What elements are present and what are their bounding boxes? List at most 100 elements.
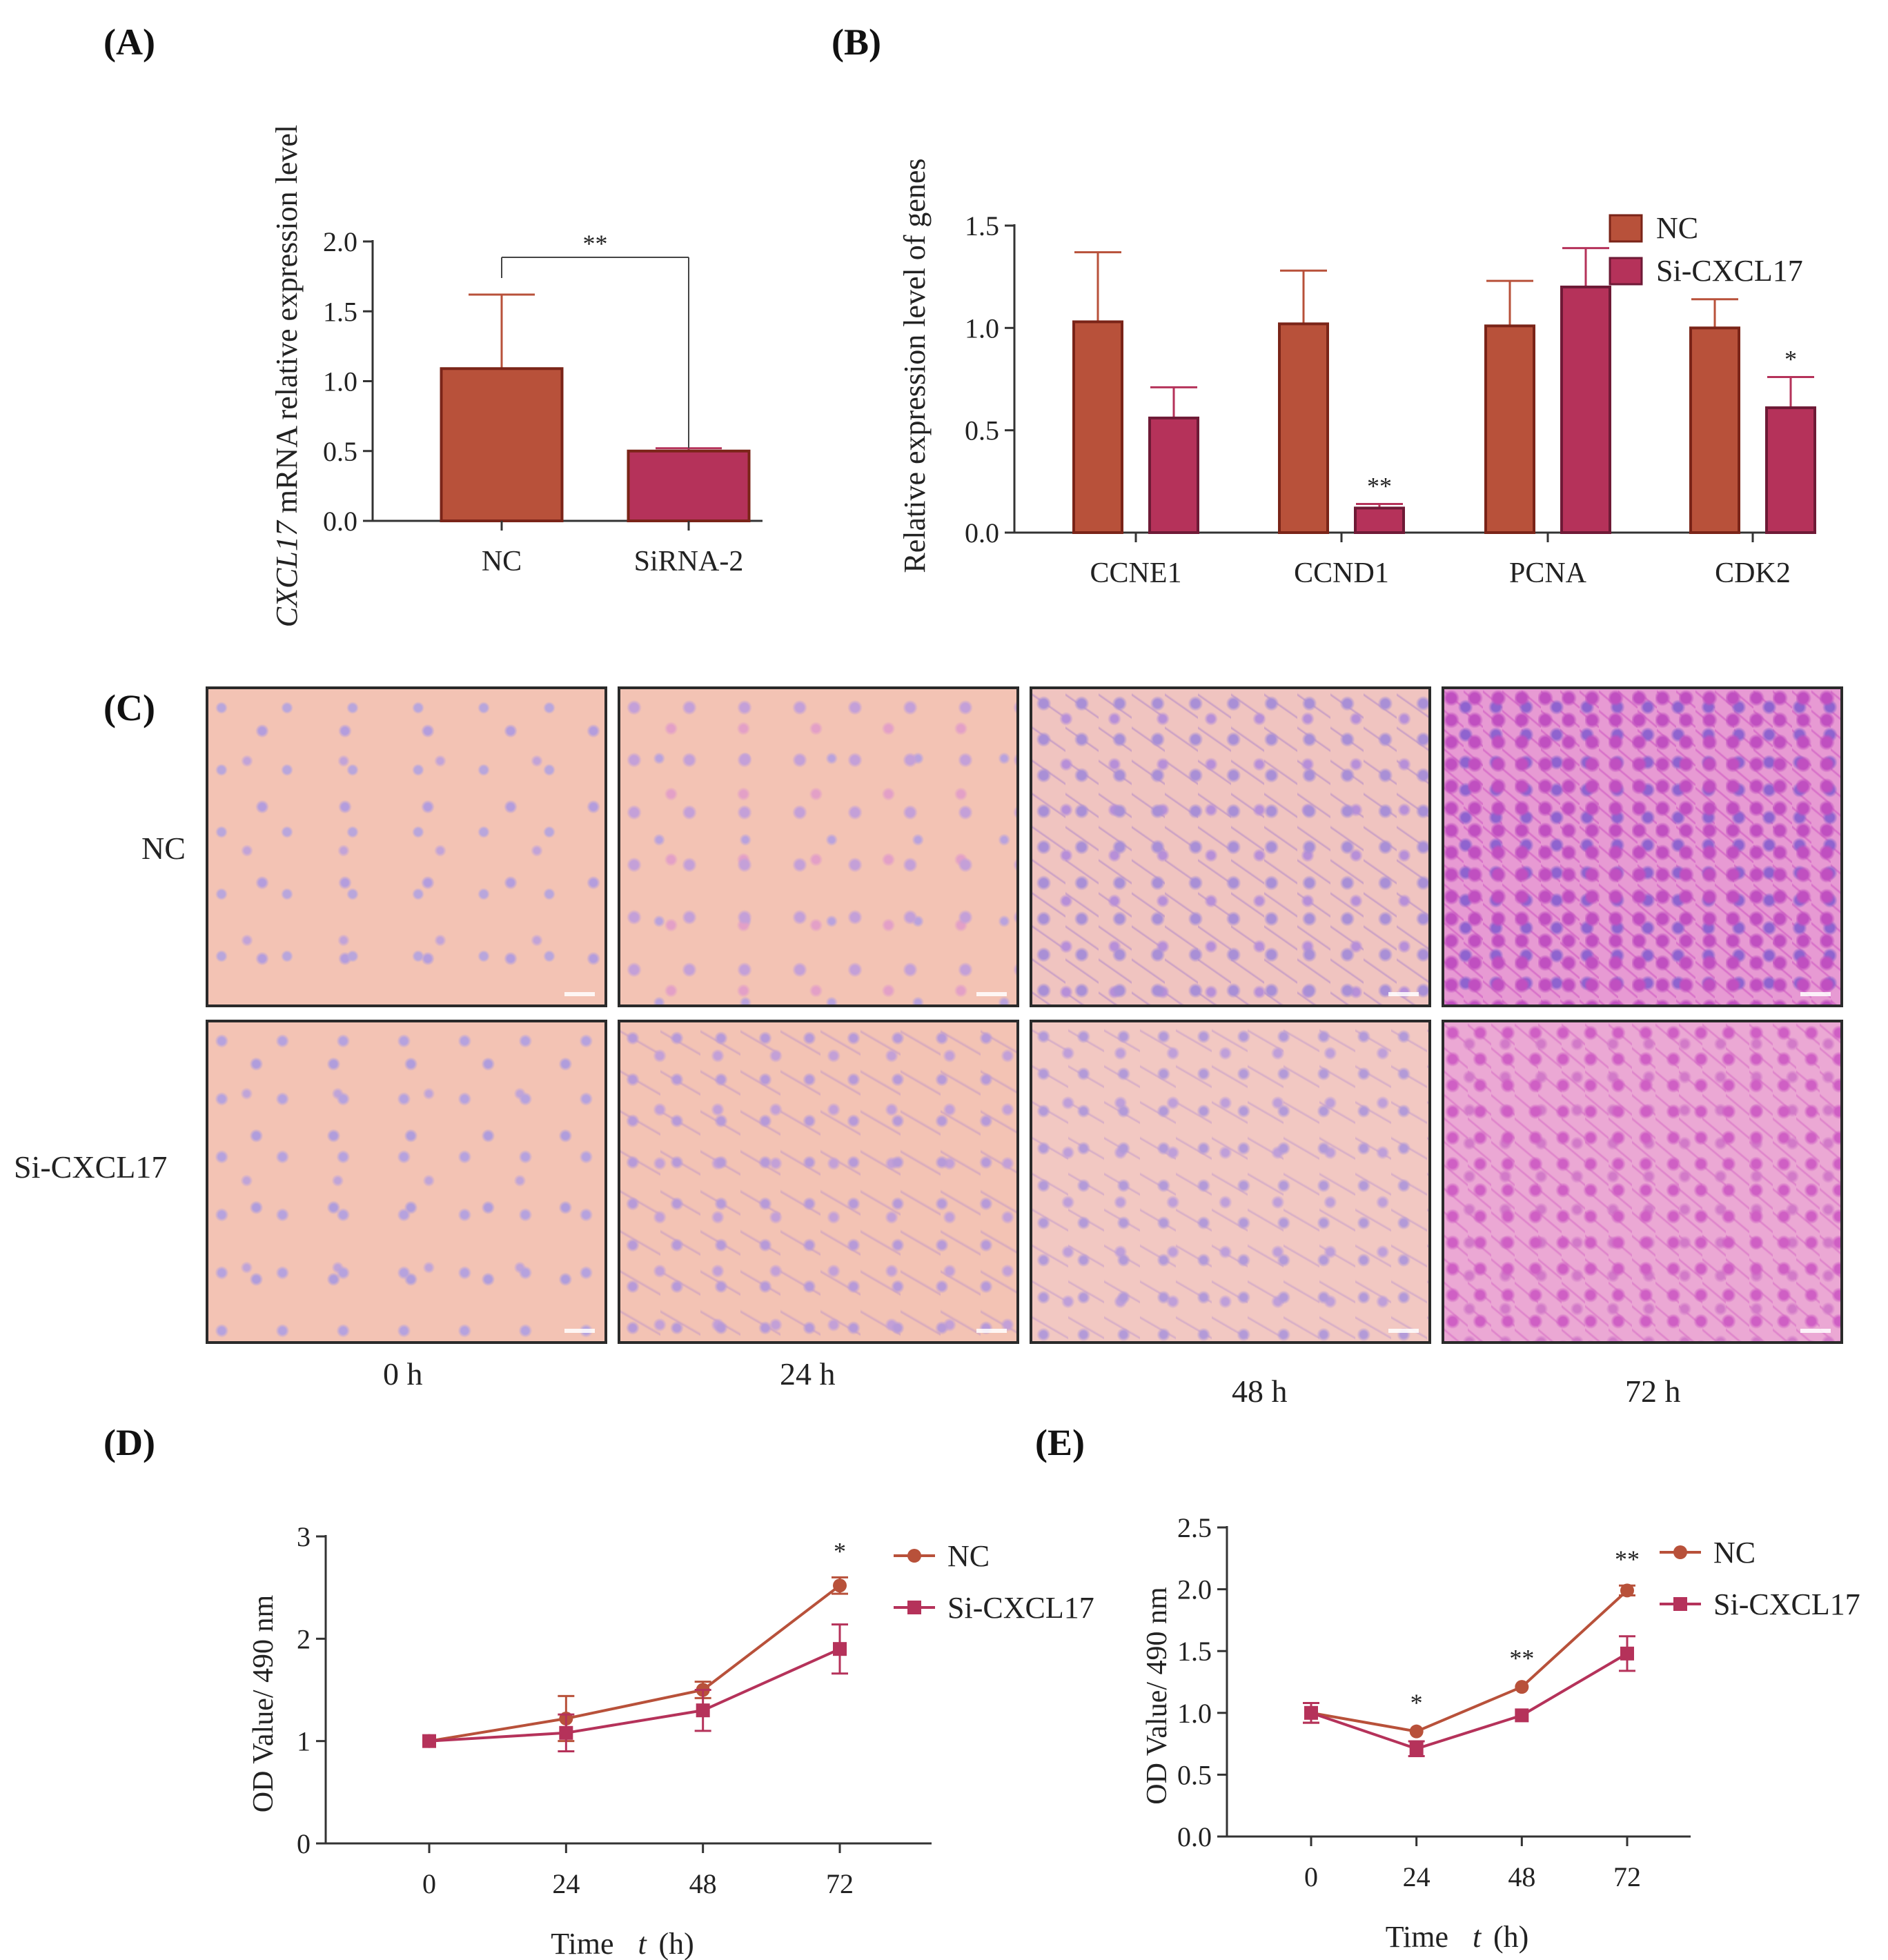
chart-e-x-tick-label: 24 [1403, 1861, 1430, 1892]
chart-a-y-label: CXCL17 mRNA relative expression level [270, 125, 304, 627]
chart-d-x-tick-label: 0 [422, 1868, 436, 1899]
chart-e-y-label: OD Value/ 490 nm [1141, 1587, 1173, 1805]
chart-e-y-tick-label: 0.0 [1177, 1821, 1212, 1852]
chart-e-legend-label: Si-CXCL17 [1713, 1587, 1860, 1621]
chart-b-x-tick-label: CCND1 [1294, 557, 1389, 589]
chart-e-point-si [1304, 1705, 1318, 1720]
chart-d-line-nc [429, 1584, 841, 1743]
chart-e-line-nc [1310, 1589, 1629, 1733]
chart-a-sig-label: ** [583, 230, 608, 257]
chart-e-point-nc [1620, 1583, 1634, 1598]
chart-b-bar-cdk2-nc [1689, 326, 1740, 534]
chart-d-x-label-unit: (h) [659, 1927, 694, 1960]
micro-time-0h: 0 h [383, 1356, 423, 1392]
chart-e-x-label: Time [1386, 1920, 1448, 1954]
chart-a-y-tick-label: 1.5 [323, 296, 357, 327]
chart-a-bar-nc [440, 367, 564, 523]
chart-e-sig-label: * [1410, 1689, 1423, 1716]
panel-label-a: (A) [104, 21, 155, 63]
chart-d-y-tick-label: 0 [297, 1828, 311, 1859]
scale-bar [976, 992, 1007, 996]
chart-e-point-nc [1409, 1724, 1424, 1739]
chart-d-point-nc [833, 1578, 847, 1593]
chart-a-y-tick-label: 0.0 [323, 506, 357, 537]
micro-time-48h: 48 h [1232, 1374, 1288, 1409]
chart-a-x-tick-label: SiRNA-2 [634, 546, 744, 577]
micrograph-nc-72h [1442, 686, 1843, 1007]
chart-d-x-tick-label: 48 [689, 1868, 717, 1899]
chart-b-sig-label: ** [1367, 472, 1392, 499]
chart-d-y-tick-label: 1 [297, 1726, 311, 1757]
chart-d-point-si [422, 1734, 436, 1748]
micro-row-label-si: Si-CXCL17 [14, 1149, 168, 1185]
chart-e-y-tick-label: 1.0 [1177, 1698, 1212, 1729]
chart-a-y-tick-label: 1.0 [323, 366, 357, 397]
scale-bar [1388, 992, 1419, 996]
chart-a-y-tick-label: 0.5 [323, 436, 357, 467]
chart-a-y-tick-label: 2.0 [323, 226, 357, 257]
chart-e-legend-marker-si [1673, 1597, 1687, 1611]
chart-b-bar-ccne1-si [1148, 416, 1199, 534]
scale-bar [1800, 1329, 1831, 1333]
scale-bar [1800, 992, 1831, 996]
chart-a-y-label-gene: CXCL17 [270, 519, 304, 627]
chart-d-point-si [696, 1703, 710, 1718]
chart-d-legend-label: Si-CXCL17 [947, 1591, 1094, 1625]
chart-e-x-tick-label: 0 [1304, 1861, 1318, 1892]
chart-b-legend-swatch-si [1609, 257, 1643, 286]
panel-label-e: (E) [1035, 1422, 1085, 1463]
chart-b-y-tick-label: 1.0 [965, 313, 999, 344]
chart-b-x-tick-label: CCNE1 [1090, 557, 1181, 589]
micrograph-si-48h [1030, 1020, 1431, 1344]
micro-row-label-nc: NC [141, 831, 186, 866]
chart-d-x-tick-label: 72 [826, 1868, 854, 1899]
scale-bar [1388, 1329, 1419, 1333]
micrograph-si-24h [618, 1020, 1019, 1344]
chart-d-y-tick-label: 2 [297, 1623, 311, 1654]
chart-b-bar-pcna-nc [1484, 324, 1535, 534]
chart-e-y-tick-label: 1.5 [1177, 1636, 1212, 1667]
chart-e-y-tick-label: 0.5 [1177, 1759, 1212, 1790]
panel-label-c: (C) [104, 687, 155, 729]
chart-e-sig-label: ** [1509, 1645, 1534, 1672]
chart-e-x-tick-label: 48 [1508, 1861, 1535, 1892]
micrograph-nc-48h [1030, 686, 1431, 1007]
chart-e-point-si [1620, 1646, 1634, 1661]
chart-d-y-tick-label: 3 [297, 1521, 311, 1552]
micro-time-72h: 72 h [1625, 1374, 1681, 1409]
chart-b-y-tick-label: 0.0 [965, 517, 999, 548]
micrograph-si-0h [206, 1020, 607, 1344]
chart-a-x-tick-label: NC [482, 546, 522, 577]
scale-bar [564, 1329, 595, 1333]
chart-e-x-label-t: t [1473, 1920, 1482, 1954]
chart-e-point-si [1515, 1708, 1529, 1723]
chart-d-legend-marker-nc [907, 1549, 921, 1563]
chart-d-point-si [833, 1642, 847, 1656]
chart-b-legend-label: Si-CXCL17 [1656, 254, 1803, 288]
chart-a-y-label-text: mRNA relative expression level [270, 125, 304, 521]
chart-e-point-si [1409, 1741, 1424, 1756]
chart-d-x-tick-label: 24 [552, 1868, 580, 1899]
chart-a-bar-sirna-2 [627, 449, 751, 522]
chart-b-bar-ccnd1-nc [1278, 322, 1329, 534]
chart-e-x-tick-label: 72 [1613, 1861, 1641, 1892]
chart-e-legend-label: NC [1713, 1536, 1756, 1570]
chart-d-x-label: Time [551, 1927, 613, 1960]
chart-d-point-si [559, 1725, 573, 1740]
chart-b-legend-swatch-nc [1609, 214, 1643, 243]
chart-e-legend-marker-nc [1673, 1545, 1687, 1559]
panel-label-b: (B) [832, 21, 881, 63]
chart-b-x-tick-label: CDK2 [1715, 557, 1791, 589]
chart-b-x-tick-label: PCNA [1509, 557, 1587, 589]
micrograph-nc-24h [618, 686, 1019, 1007]
chart-b-y-tick-label: 0.5 [965, 415, 999, 446]
chart-b-y-label: Relative expression level of genes [898, 158, 932, 573]
micrograph-si-72h [1442, 1020, 1843, 1344]
chart-e-x-label-unit: (h) [1493, 1920, 1528, 1954]
micro-time-24h: 24 h [780, 1356, 836, 1392]
chart-d-legend-label: NC [947, 1539, 990, 1573]
chart-d-x-label-t: t [638, 1927, 648, 1960]
chart-e-sig-label: ** [1615, 1545, 1640, 1573]
chart-e-y-tick-label: 2.0 [1177, 1574, 1212, 1605]
